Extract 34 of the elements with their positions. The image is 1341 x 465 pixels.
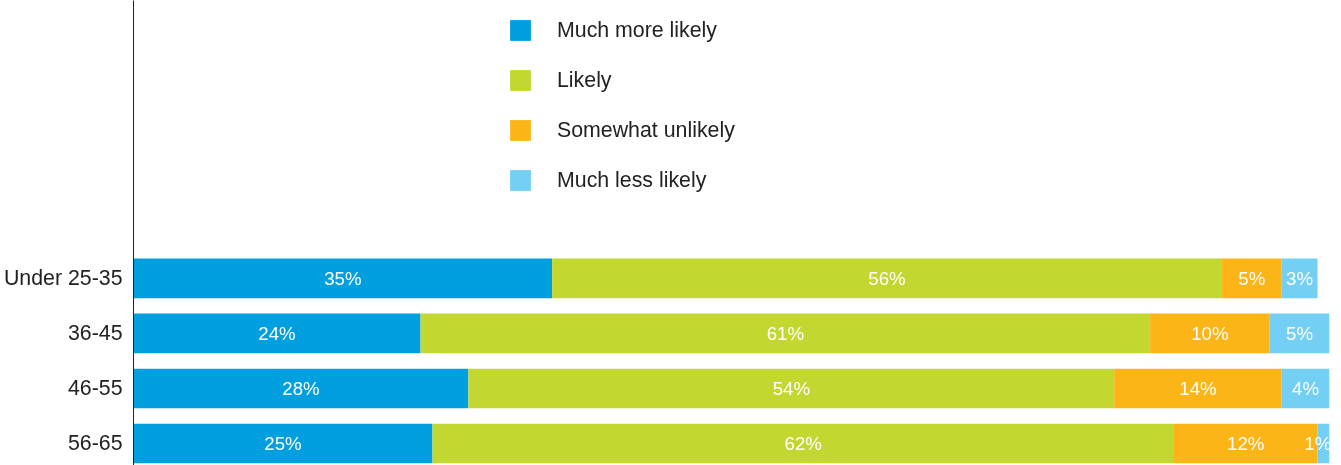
data-label: 14% [1179, 377, 1217, 399]
bar [1114, 368, 1282, 409]
bar [133, 423, 433, 464]
y-tick-label: Under 25-35 [3, 266, 123, 291]
data-label: 5% [1238, 267, 1266, 289]
y-tick-label: 46-55 [67, 376, 123, 401]
bar [133, 258, 553, 299]
data-label: 61% [766, 322, 804, 344]
legend-label: Somewhat unlikely [557, 117, 735, 143]
data-label: 12% [1227, 432, 1265, 454]
data-label: 28% [282, 377, 320, 399]
bar [468, 368, 1115, 409]
data-label: 35% [324, 267, 362, 289]
bar [432, 423, 1175, 464]
bar [133, 313, 421, 354]
bar [1150, 313, 1270, 354]
data-label: 3% [1286, 267, 1314, 289]
data-label: 5% [1286, 322, 1314, 344]
legend-label: Much more likely [557, 17, 718, 43]
data-label: 24% [258, 322, 296, 344]
data-label: 62% [784, 432, 822, 454]
bar [552, 258, 1222, 299]
y-tick-label: 36-45 [67, 321, 123, 346]
data-label: 4% [1292, 377, 1320, 399]
bar [133, 368, 469, 409]
bar [420, 313, 1151, 354]
legend-label: Much less likely [557, 167, 707, 193]
data-label: 10% [1191, 322, 1229, 344]
bar [1221, 258, 1282, 299]
legend-label: Likely [557, 67, 612, 93]
data-label: 25% [264, 432, 302, 454]
y-tick-label: 56-65 [67, 431, 123, 456]
data-label: 54% [772, 377, 810, 399]
data-label: 56% [868, 267, 906, 289]
